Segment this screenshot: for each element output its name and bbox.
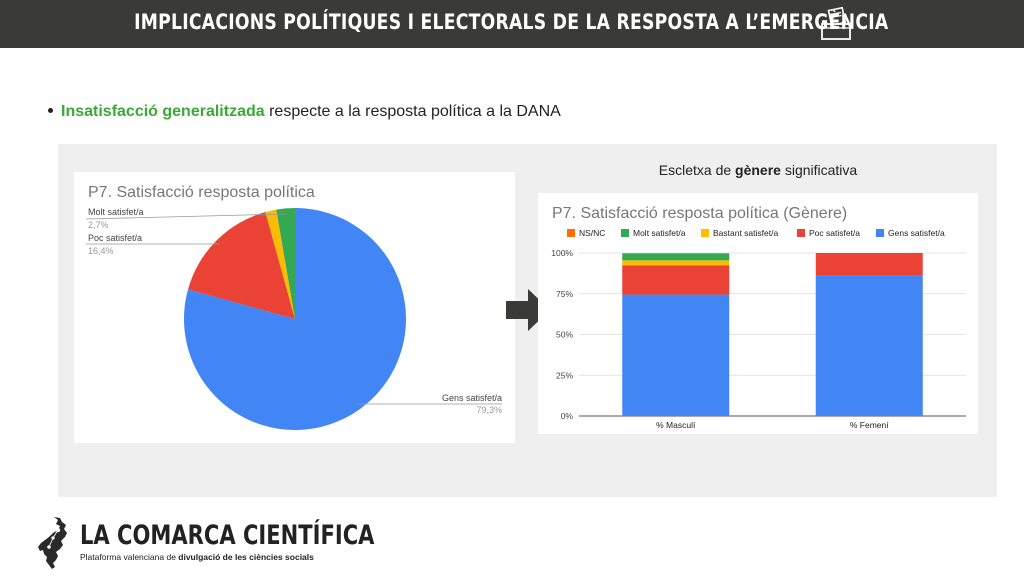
ballot-box-icon — [821, 7, 851, 40]
tagline-pre: Plataforma valenciana de — [80, 552, 179, 562]
bullet-rest: respecte a la resposta política a la DAN… — [264, 103, 561, 120]
pie-chart-title: P7. Satisfacció resposta política — [88, 184, 315, 201]
bullet-dot — [48, 108, 53, 114]
subheading-bold: gènere — [735, 162, 781, 178]
bullet-highlight: Insatisfacció generalitzada — [61, 103, 265, 120]
tagline-bold: divulgació de les ciències socials — [178, 552, 314, 562]
bar-chart-title: P7. Satisfacció resposta política (Gèner… — [552, 205, 848, 222]
bar-chart-card — [538, 193, 978, 434]
subheading-pre: Escletxa de — [658, 162, 736, 178]
pie-chart-card — [74, 172, 515, 443]
brand-name: LA COMARCA CIENTÍFICA — [80, 520, 375, 551]
gender-gap-subheading: Escletxa de gènere significativa — [538, 162, 978, 178]
bullet-statement: Insatisfacció generalitzada respecte a l… — [48, 103, 561, 121]
brand-tagline: Plataforma valenciana de divulgació de l… — [80, 552, 314, 562]
subheading-post: significativa — [780, 162, 858, 178]
valencia-map-icon — [38, 517, 67, 569]
header-bar: IMPLICACIONS POLÍTIQUES I ELECTORALS DE … — [0, 0, 1024, 48]
page-title: IMPLICACIONS POLÍTIQUES I ELECTORALS DE … — [134, 10, 889, 34]
